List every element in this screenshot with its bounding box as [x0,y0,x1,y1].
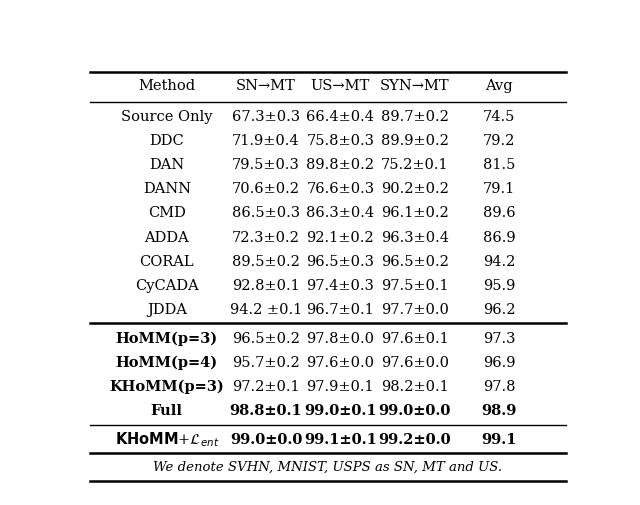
Text: US→MT: US→MT [311,79,370,93]
Text: 95.7±0.2: 95.7±0.2 [232,356,300,370]
Text: 99.1: 99.1 [481,433,517,447]
Text: 97.7±0.0: 97.7±0.0 [381,303,449,317]
Text: 94.2 ±0.1: 94.2 ±0.1 [230,303,302,317]
Text: 86.3±0.4: 86.3±0.4 [307,207,374,220]
Text: 89.7±0.2: 89.7±0.2 [381,110,449,124]
Text: DAN: DAN [149,158,184,172]
Text: 66.4±0.4: 66.4±0.4 [307,110,374,124]
Text: JDDA: JDDA [147,303,187,317]
Text: 97.9±0.1: 97.9±0.1 [307,380,374,394]
Text: Full: Full [151,404,183,418]
Text: CyCADA: CyCADA [135,279,198,293]
Text: 75.8±0.3: 75.8±0.3 [307,134,374,148]
Text: 96.2: 96.2 [483,303,515,317]
Text: 97.6±0.0: 97.6±0.0 [381,356,449,370]
Text: 96.5±0.2: 96.5±0.2 [381,255,449,269]
Text: 98.8±0.1: 98.8±0.1 [230,404,302,418]
Text: 94.2: 94.2 [483,255,515,269]
Text: 97.5±0.1: 97.5±0.1 [381,279,449,293]
Text: 89.8±0.2: 89.8±0.2 [307,158,374,172]
Text: 74.5: 74.5 [483,110,515,124]
Text: 79.2: 79.2 [483,134,515,148]
Text: 97.2±0.1: 97.2±0.1 [232,380,300,394]
Text: 81.5: 81.5 [483,158,515,172]
Text: 99.0±0.1: 99.0±0.1 [304,404,377,418]
Text: 99.2±0.0: 99.2±0.0 [378,433,451,447]
Text: HoMM(p=3): HoMM(p=3) [116,331,218,346]
Text: 96.5±0.2: 96.5±0.2 [232,332,300,345]
Text: DDC: DDC [149,134,184,148]
Text: 79.1: 79.1 [483,182,515,196]
Text: 95.9: 95.9 [483,279,515,293]
Text: 99.0±0.0: 99.0±0.0 [379,404,451,418]
Text: 76.6±0.3: 76.6±0.3 [307,182,374,196]
Text: ADDA: ADDA [145,230,189,244]
Text: $\mathbf{KHoMM}$+$\mathcal{L}_{ent}$: $\mathbf{KHoMM}$+$\mathcal{L}_{ent}$ [115,430,219,449]
Text: 86.9: 86.9 [483,230,515,244]
Text: 75.2±0.1: 75.2±0.1 [381,158,449,172]
Text: HoMM(p=4): HoMM(p=4) [116,356,218,370]
Text: 97.8: 97.8 [483,380,515,394]
Text: 67.3±0.3: 67.3±0.3 [232,110,300,124]
Text: SN→MT: SN→MT [236,79,296,93]
Text: 97.6±0.0: 97.6±0.0 [307,356,374,370]
Text: 97.8±0.0: 97.8±0.0 [307,332,374,345]
Text: 97.6±0.1: 97.6±0.1 [381,332,449,345]
Text: 89.9±0.2: 89.9±0.2 [381,134,449,148]
Text: Source Only: Source Only [121,110,212,124]
Text: 97.4±0.3: 97.4±0.3 [307,279,374,293]
Text: KHoMM(p=3): KHoMM(p=3) [109,380,224,394]
Text: 99.1±0.1: 99.1±0.1 [304,433,377,447]
Text: We denote SVHN, MNIST, USPS as SN, MT and US.: We denote SVHN, MNIST, USPS as SN, MT an… [154,461,502,474]
Text: CMD: CMD [148,207,186,220]
Text: SYN→MT: SYN→MT [380,79,450,93]
Text: 96.7±0.1: 96.7±0.1 [307,303,374,317]
Text: 70.6±0.2: 70.6±0.2 [232,182,300,196]
Text: 92.1±0.2: 92.1±0.2 [307,230,374,244]
Text: 96.5±0.3: 96.5±0.3 [307,255,374,269]
Text: 96.9: 96.9 [483,356,515,370]
Text: 89.5±0.2: 89.5±0.2 [232,255,300,269]
Text: CORAL: CORAL [140,255,194,269]
Text: 72.3±0.2: 72.3±0.2 [232,230,300,244]
Text: 86.5±0.3: 86.5±0.3 [232,207,300,220]
Text: DANN: DANN [143,182,191,196]
Text: 98.9: 98.9 [481,404,517,418]
Text: 97.3: 97.3 [483,332,515,345]
Text: 98.2±0.1: 98.2±0.1 [381,380,449,394]
Text: 99.0±0.0: 99.0±0.0 [230,433,302,447]
Text: 71.9±0.4: 71.9±0.4 [232,134,300,148]
Text: Method: Method [138,79,195,93]
Text: 92.8±0.1: 92.8±0.1 [232,279,300,293]
Text: 90.2±0.2: 90.2±0.2 [381,182,449,196]
Text: 89.6: 89.6 [483,207,515,220]
Text: 96.3±0.4: 96.3±0.4 [381,230,449,244]
Text: Avg: Avg [485,79,513,93]
Text: 79.5±0.3: 79.5±0.3 [232,158,300,172]
Text: 96.1±0.2: 96.1±0.2 [381,207,449,220]
